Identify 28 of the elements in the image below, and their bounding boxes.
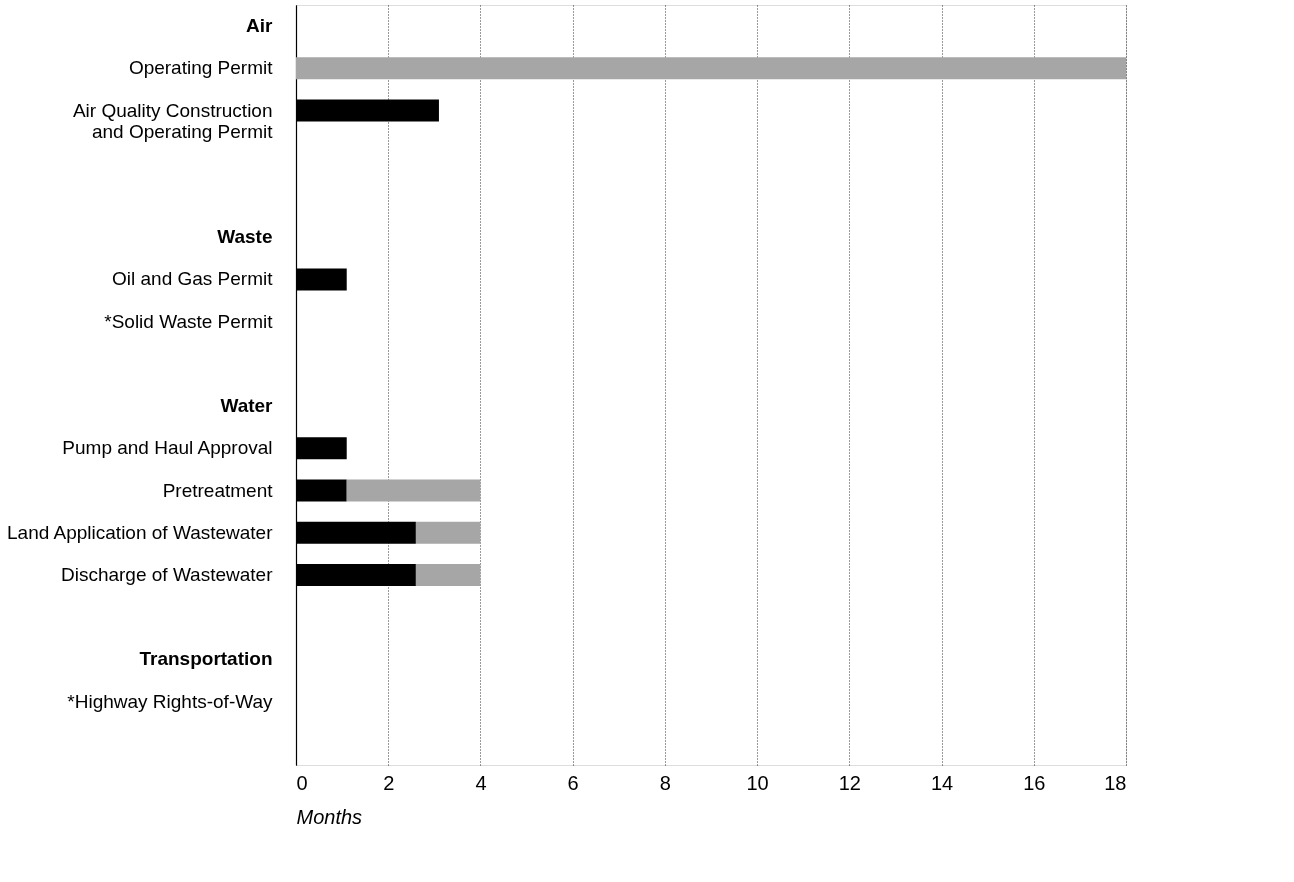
x-tick-label: 0 [296, 771, 308, 794]
x-tick-label: 16 [1023, 771, 1046, 794]
x-tick-label: 10 [746, 771, 769, 794]
y-tick-label: Water [220, 395, 274, 417]
y-tick-label: Waste [217, 226, 273, 248]
y-tick-label: Pretreatment [162, 479, 274, 501]
x-tick-label: 2 [383, 771, 395, 794]
y-tick-label: Discharge of Wastewater [60, 564, 274, 585]
y-tick-label: Air [246, 15, 274, 37]
y-tick-label: Pump and Haul Approval [62, 437, 273, 459]
x-tick-label: 18 [1104, 771, 1127, 794]
y-tick-label: Oil and Gas Permit [112, 268, 274, 290]
y-tick-label: *Highway Rights-of-Way [67, 690, 273, 712]
bar [296, 57, 1126, 80]
bar [415, 564, 481, 586]
x-axis-title: Months [296, 805, 363, 828]
y-tick-label: Operating Permit [128, 57, 274, 79]
x-tick-label: 8 [659, 771, 671, 794]
x-tick-label: 14 [930, 771, 954, 794]
x-tick-label: 12 [838, 771, 861, 794]
y-tick-label: Air Quality Construction and Operating Permit [72, 99, 274, 142]
bar [346, 479, 481, 502]
y-tick-label: *Solid Waste Permit [104, 310, 274, 332]
x-tick-label: 4 [475, 771, 487, 794]
x-tick-label: 6 [567, 771, 579, 794]
bar [415, 521, 481, 544]
y-tick-label: Land Application of Wastewater [7, 521, 274, 543]
y-tick-label: Transportation [139, 648, 273, 670]
